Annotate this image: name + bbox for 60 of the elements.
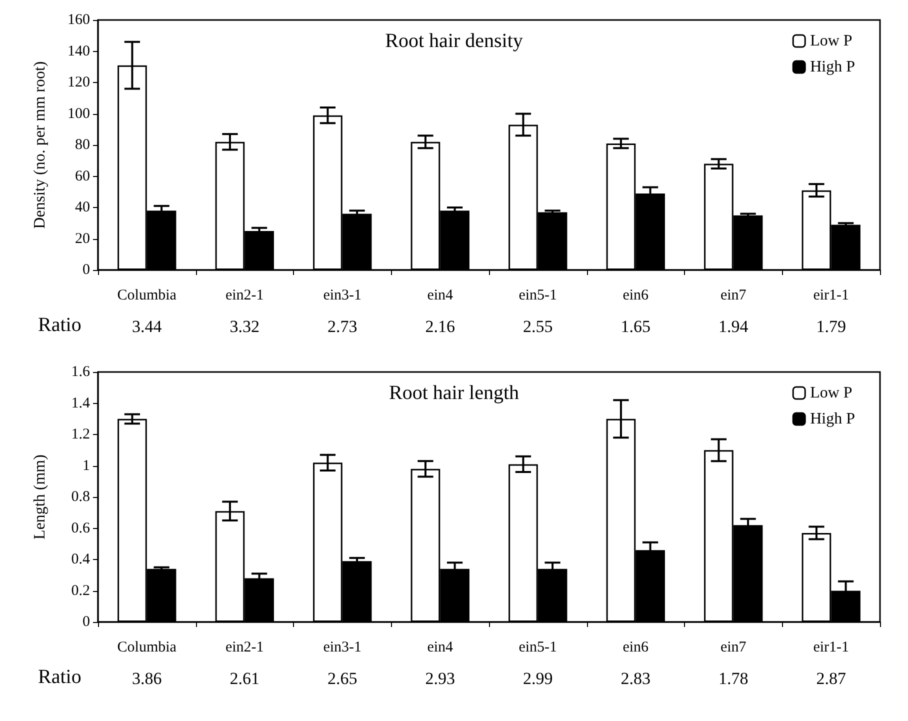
x-tick-label: ein5-1 xyxy=(518,288,558,304)
x-tick-label: ein2-1 xyxy=(225,640,264,656)
text: 2.93 xyxy=(425,669,455,688)
x-tick-label: ein3-1 xyxy=(323,640,362,656)
legend-label: Low P xyxy=(810,384,852,402)
x-tick-label: ein3-1 xyxy=(323,288,362,304)
x-tick-label: Columbia xyxy=(117,288,177,304)
text: 1.78 xyxy=(718,669,748,688)
text: 2.73 xyxy=(328,317,358,336)
y-tick-label: 1.4 xyxy=(71,395,90,412)
text: Ratio xyxy=(38,666,82,688)
text: Root hair length xyxy=(389,382,519,404)
legend-label: Low P xyxy=(810,32,852,50)
y-tick-label: 1.2 xyxy=(71,426,90,442)
text: 3.44 xyxy=(132,317,162,336)
x-tick-label: Columbia xyxy=(117,640,177,656)
x-tick-label: ein4 xyxy=(427,288,454,304)
text: 1.94 xyxy=(718,317,749,336)
y-tick-label: 1 xyxy=(82,458,90,474)
y-axis-title: Length (mm) xyxy=(32,454,48,540)
text: 3.32 xyxy=(230,317,260,336)
text: 2.61 xyxy=(230,669,260,688)
y-tick-label: 0.8 xyxy=(71,489,90,505)
y-tick-label: 120 xyxy=(68,74,90,90)
x-tick-label: ein2-1 xyxy=(225,288,264,304)
x-tick-label: eir1-1 xyxy=(813,640,850,656)
y-tick-label: 0.2 xyxy=(71,582,90,599)
text: 2.87 xyxy=(816,669,846,688)
legend-label: High P xyxy=(810,410,856,428)
legend-label: High P xyxy=(810,58,856,76)
y-tick-label: 20 xyxy=(75,230,90,247)
text: Root hair density xyxy=(385,30,523,52)
y-tick-label: 0 xyxy=(82,614,90,630)
y-tick-label: 40 xyxy=(75,200,90,216)
x-tick-label: ein6 xyxy=(622,640,650,656)
text: 2.16 xyxy=(425,317,455,336)
y-axis-title: Density (no. per mm root) xyxy=(32,61,48,229)
y-tick-label: 0 xyxy=(82,262,90,278)
x-tick-label: ein7 xyxy=(720,640,747,656)
y-tick-label: 80 xyxy=(75,137,90,153)
y-tick-label: 100 xyxy=(68,106,90,122)
y-tick-label: 60 xyxy=(75,168,90,184)
text: 1.79 xyxy=(816,317,846,336)
text: 2.65 xyxy=(328,669,358,688)
y-tick-label: 140 xyxy=(68,43,90,60)
text: 2.83 xyxy=(620,669,650,688)
text: 3.86 xyxy=(132,669,162,688)
y-tick-label: 1.6 xyxy=(71,364,90,380)
x-tick-label: ein7 xyxy=(720,288,747,304)
y-tick-label: 160 xyxy=(68,12,90,28)
text: Ratio xyxy=(38,314,82,336)
x-tick-label: ein4 xyxy=(427,640,454,656)
y-tick-label: 0.4 xyxy=(71,552,90,568)
text: 2.99 xyxy=(523,669,553,688)
text: 1.65 xyxy=(620,317,650,336)
y-tick-label: 0.6 xyxy=(71,520,90,536)
x-tick-label: eir1-1 xyxy=(813,288,850,304)
x-tick-label: ein6 xyxy=(622,288,650,304)
text: 2.55 xyxy=(523,317,553,336)
x-tick-label: ein5-1 xyxy=(518,640,558,656)
